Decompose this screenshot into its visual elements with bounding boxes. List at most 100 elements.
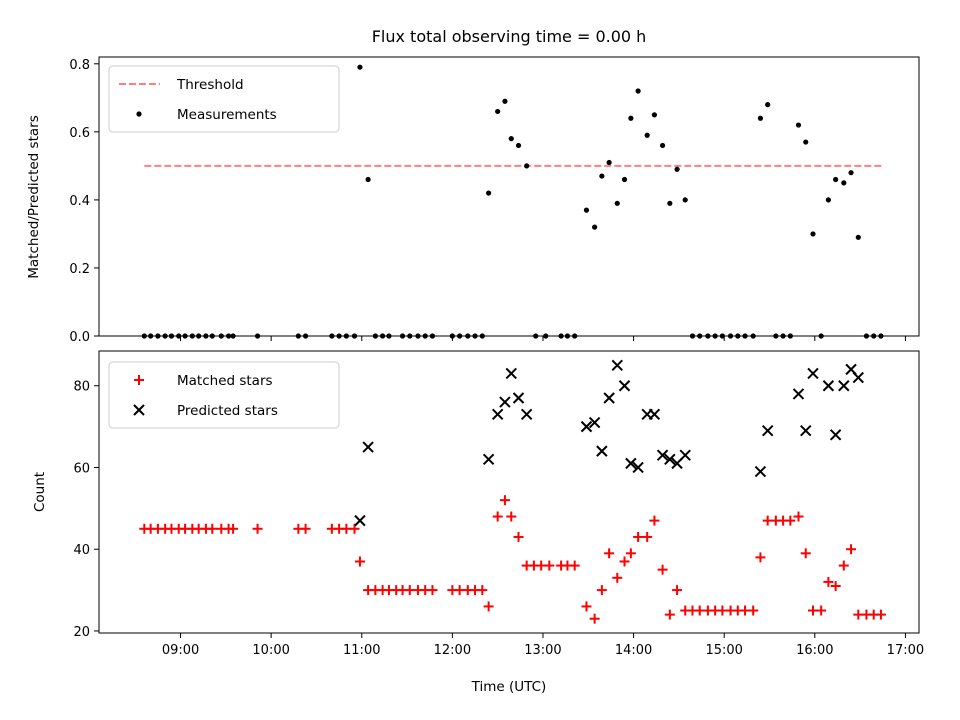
predicted-point <box>829 429 842 441</box>
x-tick-label: 11:00 <box>343 643 380 658</box>
matched-point <box>589 613 600 624</box>
x-tick-label: 15:00 <box>705 643 742 658</box>
predicted-point <box>664 453 676 466</box>
ratio-plot: 0.00.20.40.60.8 Matched/Predicted stars … <box>26 56 920 345</box>
matched-point <box>604 548 615 559</box>
data-point <box>583 207 590 213</box>
data-point <box>635 88 641 94</box>
data-point <box>757 115 764 121</box>
matched-point <box>816 605 827 616</box>
predicted-point <box>354 514 366 527</box>
data-point <box>795 122 802 128</box>
matched-point <box>492 511 503 522</box>
x-tick-label: 16:00 <box>796 643 833 658</box>
bottom-legend-box <box>108 361 340 429</box>
predicted-point <box>648 408 661 421</box>
y-tick-label: 0.0 <box>69 330 90 345</box>
y-tick-label: 0.2 <box>69 262 90 277</box>
matched-point <box>823 576 834 587</box>
data-point <box>644 132 650 138</box>
legend-measurements-label: Measurements <box>177 107 277 123</box>
y-tick-label: 40 <box>73 543 90 558</box>
predicted-point <box>505 367 517 380</box>
matched-point <box>477 585 488 596</box>
x-tick-label: 09:00 <box>162 643 199 658</box>
data-point <box>841 180 847 186</box>
predicted-point <box>603 392 615 404</box>
matched-point <box>830 581 841 591</box>
data-point <box>486 190 492 196</box>
top-y-axis-label: Matched/Predicted stars <box>26 115 42 278</box>
predicted-point <box>625 457 637 470</box>
y-tick-label: 80 <box>73 380 90 395</box>
data-point <box>524 163 530 169</box>
predicted-point <box>362 441 374 453</box>
matched-point <box>349 523 360 534</box>
matched-point <box>207 523 218 534</box>
data-point <box>502 98 508 104</box>
data-point <box>614 200 620 206</box>
legend-matched-marker <box>134 375 144 385</box>
data-point <box>667 200 673 206</box>
predicted-point <box>800 424 812 437</box>
predicted-point <box>588 416 601 429</box>
data-point <box>592 224 598 230</box>
data-point <box>855 234 861 240</box>
legend-matched-label: Matched stars <box>177 373 273 389</box>
data-point <box>674 166 680 172</box>
legend-measurements-marker <box>136 111 142 117</box>
data-point <box>599 173 605 179</box>
predicted-point <box>754 465 767 478</box>
data-point <box>357 64 363 70</box>
matched-point <box>619 556 630 567</box>
x-axis-label: Time (UTC) <box>471 679 547 695</box>
data-point <box>606 159 612 166</box>
matched-point <box>483 601 494 612</box>
predicted-point <box>807 367 819 380</box>
data-point <box>833 176 839 183</box>
top-legend: Threshold Measurements <box>108 65 340 133</box>
x-tick-label: 12:00 <box>434 643 471 658</box>
top-axes-frame <box>98 56 920 337</box>
predicted-point <box>792 388 805 400</box>
matched-point <box>499 495 510 506</box>
bottom-y-axis-label: Count <box>32 472 48 512</box>
data-point <box>810 231 816 237</box>
predicted-point <box>852 371 864 384</box>
predicted-point <box>482 453 495 466</box>
predicted-point <box>632 461 644 474</box>
matched-point <box>300 523 311 534</box>
y-tick-label: 20 <box>73 625 90 640</box>
matched-point <box>633 531 644 542</box>
predicted-point <box>838 380 850 392</box>
matched-point <box>612 572 623 583</box>
count-plot: 09:00 10:00 11:00 12:00 13:00 14:00 15:00 16:00… <box>32 350 924 695</box>
bottom-axis-ticks: 09:00 10:00 11:00 12:00 13:00 14:00 15:00 16:00… <box>73 380 924 658</box>
data-point <box>825 197 831 203</box>
legend-threshold-label: Threshold <box>176 77 244 93</box>
data-point <box>515 142 522 149</box>
matched-point <box>569 560 580 571</box>
predicted-point <box>520 408 533 421</box>
data-point <box>621 176 628 183</box>
predicted-point <box>822 380 835 392</box>
predicted-point <box>611 359 623 372</box>
matched-point <box>664 609 675 620</box>
y-tick-label: 0.4 <box>69 194 90 209</box>
matched-point <box>581 601 592 612</box>
top-axis-ticks: 0.0 0.2 0.4 0.6 0.8 <box>69 58 906 345</box>
matched-point <box>596 585 607 596</box>
predicted-point <box>596 445 608 457</box>
matched-point <box>513 531 524 542</box>
matched-point <box>354 556 365 567</box>
bottom-axes-frame <box>98 350 920 634</box>
predicted-point <box>491 408 504 421</box>
data-point <box>508 136 514 142</box>
data-point <box>495 108 501 115</box>
matched-point <box>785 515 796 526</box>
matched-point <box>846 544 857 555</box>
y-tick-label: 0.6 <box>69 126 90 141</box>
data-point <box>682 197 688 203</box>
matched-point <box>506 511 517 522</box>
